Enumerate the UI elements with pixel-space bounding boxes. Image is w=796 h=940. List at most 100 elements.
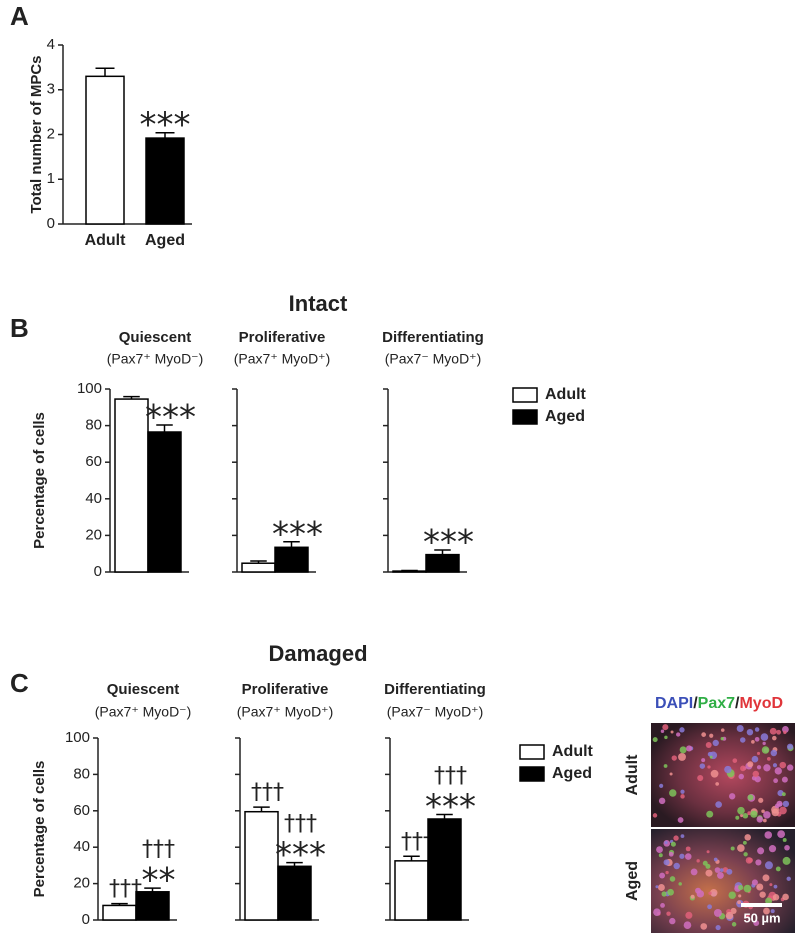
cell: [696, 859, 700, 863]
subplot-title: Quiescent: [119, 329, 192, 346]
cell: [763, 811, 771, 819]
cell: [713, 857, 718, 862]
cell: [774, 767, 782, 775]
significance-mark: †††: [251, 780, 284, 805]
cell: [738, 894, 742, 898]
cell: [756, 816, 764, 823]
cell: [782, 800, 790, 808]
cell: [656, 846, 663, 853]
stain-name: Pax7: [698, 695, 735, 712]
y-tick-label: 0: [82, 911, 90, 928]
cell: [743, 884, 752, 893]
significance-mark: ***: [145, 398, 196, 438]
cell: [754, 775, 761, 783]
cell: [701, 758, 706, 763]
cell: [761, 746, 770, 754]
cell: [773, 884, 778, 889]
cell: [757, 847, 765, 855]
bar: [394, 860, 429, 921]
cell: [742, 812, 749, 819]
cell: [673, 835, 679, 841]
x-tick-label: Adult: [85, 232, 127, 249]
cell: [690, 894, 695, 899]
y-tick-label: 4: [47, 36, 55, 53]
legend-swatch: [519, 744, 545, 760]
cell: [676, 732, 681, 737]
cell: [658, 797, 666, 805]
cell: [660, 729, 665, 733]
cell: [685, 846, 691, 852]
cell: [754, 736, 760, 742]
cell: [738, 884, 744, 891]
cell: [679, 853, 685, 859]
cell: [709, 755, 713, 759]
cell: [705, 742, 712, 748]
cell: [781, 792, 786, 797]
cell: [745, 913, 750, 918]
cell: [663, 764, 668, 768]
legend-swatch: [519, 766, 545, 782]
cell: [680, 834, 685, 838]
y-axis-label: Percentage of cells: [31, 761, 48, 898]
cell: [716, 871, 724, 879]
y-tick-label: 3: [47, 81, 55, 98]
cell: [736, 725, 744, 733]
cell: [740, 813, 744, 818]
cell: [779, 761, 787, 769]
cell: [762, 818, 767, 823]
cell: [669, 917, 676, 925]
legend-label: Aged: [552, 765, 592, 782]
cell: [714, 867, 721, 873]
y-tick-label: 20: [85, 526, 102, 543]
cell: [713, 908, 722, 917]
panel-label: A: [10, 1, 29, 31]
cell: [660, 902, 665, 908]
subplot-subtitle: (Pax7⁺ MyoD⁻): [95, 704, 191, 720]
subplot-title: Differentiating: [382, 329, 484, 346]
cell: [772, 763, 778, 768]
cell: [664, 840, 668, 845]
y-tick-label: 40: [85, 490, 102, 507]
cell: [669, 772, 673, 776]
cell: [715, 924, 721, 931]
cell: [751, 740, 755, 744]
cell: [773, 778, 779, 784]
cell: [715, 782, 720, 786]
cell: [680, 789, 685, 794]
cell: [701, 732, 707, 737]
cell: [728, 891, 736, 899]
subplot-title: Differentiating: [384, 681, 486, 698]
significance-mark: **: [142, 861, 176, 901]
cell: [770, 909, 775, 914]
cell: [702, 860, 708, 866]
y-tick-label: 2: [47, 125, 55, 142]
cell: [729, 793, 736, 800]
cell: [659, 783, 664, 788]
cell: [747, 857, 753, 863]
cell: [775, 866, 781, 872]
stain-name: DAPI: [655, 695, 693, 712]
cell: [735, 815, 740, 820]
cell: [772, 894, 780, 901]
cell: [659, 872, 666, 879]
significance-mark: ***: [423, 523, 474, 563]
panel-label: B: [10, 313, 29, 343]
cell: [697, 775, 704, 782]
bar: [135, 891, 170, 921]
cell: [720, 728, 725, 732]
cell: [665, 870, 669, 875]
cell: [707, 751, 713, 757]
cell: [706, 810, 714, 818]
cell: [768, 845, 777, 853]
stain-name: /: [693, 695, 698, 712]
cell: [782, 856, 791, 865]
y-axis-label: Percentage of cells: [31, 412, 48, 549]
bar: [277, 865, 312, 921]
y-tick-label: 0: [47, 215, 55, 232]
cell: [747, 794, 754, 801]
cell: [699, 763, 706, 769]
significance-mark: ***: [272, 514, 323, 554]
cell: [744, 834, 751, 841]
cell: [652, 737, 658, 743]
significance-mark: †††: [434, 763, 467, 788]
